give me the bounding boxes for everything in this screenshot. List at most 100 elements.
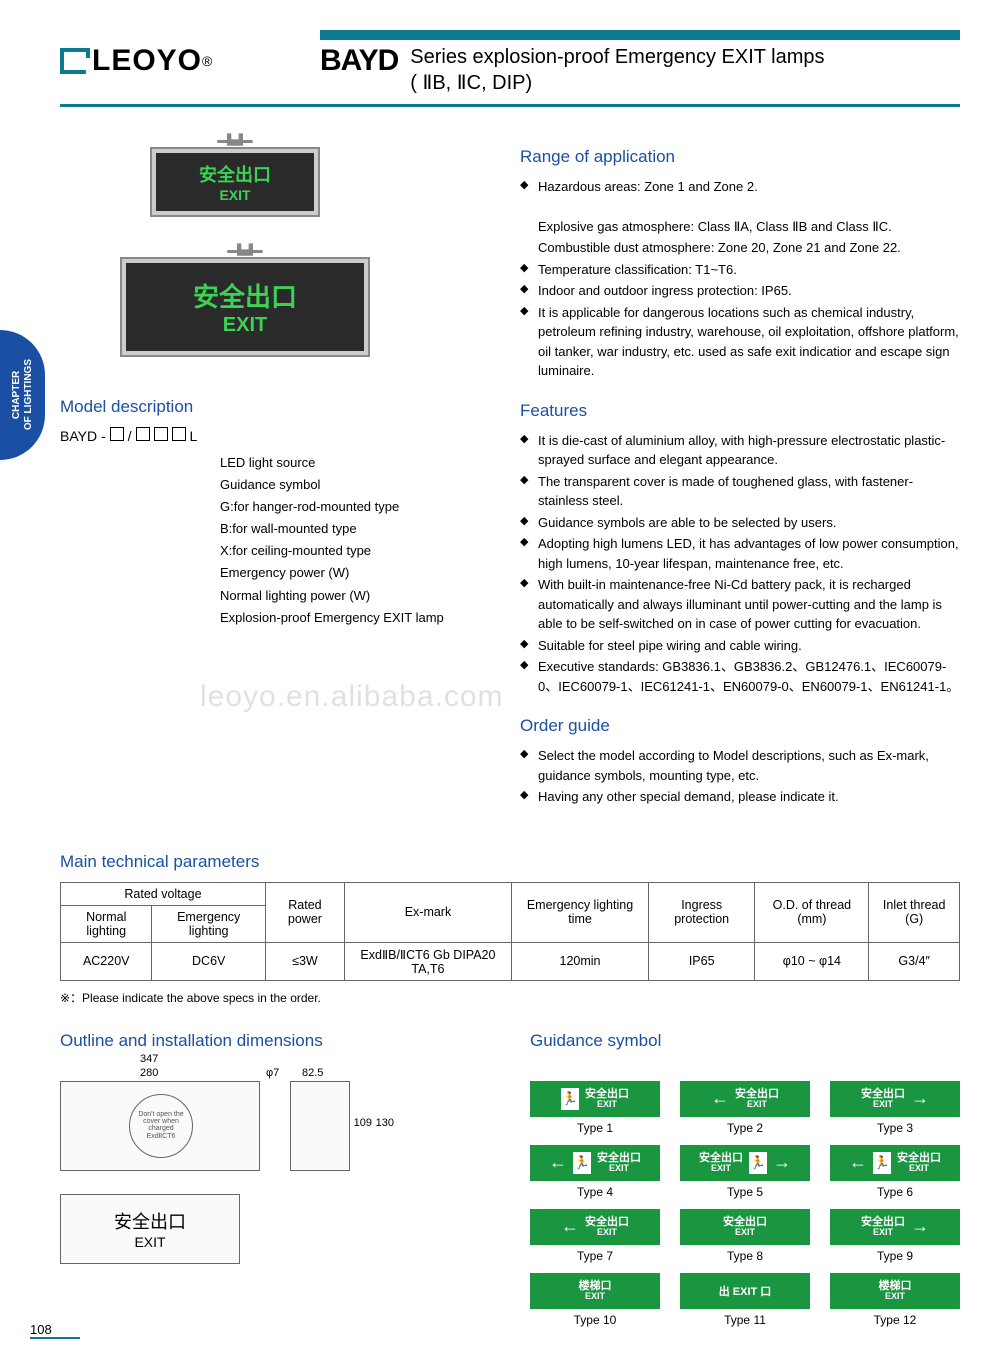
guidance-type-label: Type 6 [830, 1185, 960, 1199]
guidance-sign: ←🏃安全出口EXIT [830, 1145, 960, 1181]
guidance-sign: 🏃安全出口EXIT [530, 1081, 660, 1117]
guidance-item: 楼梯口EXIT Type 10 [530, 1273, 660, 1327]
guidance-type-label: Type 2 [680, 1121, 810, 1135]
range-list: Hazardous areas: Zone 1 and Zone 2. [520, 177, 960, 197]
order-guide-list: Select the model according to Model desc… [520, 746, 960, 807]
product-photo-large: ▬▙▟▬ 安全出口 EXIT [120, 257, 370, 357]
th-emergency: Emergency lighting [152, 905, 266, 942]
guidance-type-label: Type 8 [680, 1249, 810, 1263]
feature-item: Suitable for steel pipe wiring and cable… [520, 636, 960, 656]
guidance-grid: 🏃安全出口EXITType 1←安全出口EXITType 2安全出口EXIT→T… [530, 1081, 960, 1327]
model-label: B:for wall-mounted type [220, 518, 490, 540]
model-label: G:for hanger-rod-mounted type [220, 496, 490, 518]
range-title: Range of application [520, 147, 960, 167]
features-list: It is die-cast of aluminium alloy, with … [520, 431, 960, 697]
page-number: 108 [30, 1322, 80, 1339]
drawing-sign-face: 安全出口 EXIT [60, 1194, 240, 1264]
feature-item: With built-in maintenance-free Ni-Cd bat… [520, 575, 960, 634]
logo-mark-icon [60, 48, 86, 74]
order-item: Having any other special demand, please … [520, 787, 960, 807]
th-inlet: Inlet thread (G) [869, 882, 960, 942]
guidance-item: 楼梯口EXIT Type 12 [830, 1273, 960, 1327]
model-label: Emergency power (W) [220, 562, 490, 584]
feature-item: Guidance symbols are able to be selected… [520, 513, 960, 533]
model-label: Guidance symbol [220, 474, 490, 496]
params-note: ※：Please indicate the above specs in the… [60, 989, 960, 1006]
guidance-item: ←安全出口EXIT Type 2 [680, 1081, 810, 1135]
th-rated-power: Rated power [265, 882, 344, 942]
chapter-side-tab: CHAPTEROF LIGHTINGS [0, 330, 45, 460]
model-label: X:for ceiling-mounted type [220, 540, 490, 562]
table-row: AC220V DC6V ≤3W ExdⅡB/ⅡCT6 Gb DIPA20 TA,… [61, 942, 960, 980]
page-header: LEOYO® BAYD Series explosion-proof Emerg… [60, 44, 960, 107]
order-item: Select the model according to Model desc… [520, 746, 960, 785]
guidance-type-label: Type 3 [830, 1121, 960, 1135]
series-code: BAYD [320, 44, 398, 78]
guidance-item: 出 EXIT 口 Type 11 [680, 1273, 810, 1327]
guidance-sign: 安全出口EXIT🏃→ [680, 1145, 810, 1181]
range-item: Hazardous areas: Zone 1 and Zone 2. [520, 177, 960, 197]
guidance-title: Guidance symbol [530, 1031, 960, 1051]
guidance-type-label: Type 10 [530, 1313, 660, 1327]
guidance-sign: 出 EXIT 口 [680, 1273, 810, 1309]
guidance-item: ←🏃安全出口EXIT Type 4 [530, 1145, 660, 1199]
range-list2: Temperature classification: T1~T6. Indoo… [520, 260, 960, 381]
guidance-item: 🏃安全出口EXIT Type 1 [530, 1081, 660, 1135]
brand-name: LEOYO [92, 44, 202, 78]
guidance-item: ←安全出口EXIT Type 7 [530, 1209, 660, 1263]
model-desc-title: Model description [60, 397, 490, 417]
range-sub: Combustible dust atmosphere: Zone 20, Zo… [520, 238, 960, 258]
params-section: Main technical parameters Rated voltage … [60, 852, 960, 1006]
guidance-type-label: Type 1 [530, 1121, 660, 1135]
range-item: It is applicable for dangerous locations… [520, 303, 960, 381]
model-code-labels: LED light source Guidance symbol G:for h… [220, 452, 490, 629]
watermark: leoyo.en.alibaba.com [200, 680, 504, 714]
guidance-item: ←🏃安全出口EXIT Type 6 [830, 1145, 960, 1199]
order-guide-title: Order guide [520, 716, 960, 736]
guidance-item: 安全出口EXIT🏃→ Type 5 [680, 1145, 810, 1199]
feature-item: It is die-cast of aluminium alloy, with … [520, 431, 960, 470]
guidance-type-label: Type 9 [830, 1249, 960, 1263]
model-label: LED light source [220, 452, 490, 474]
th-rated-voltage: Rated voltage [61, 882, 266, 905]
th-ingress: Ingress protection [649, 882, 755, 942]
range-item: Temperature classification: T1~T6. [520, 260, 960, 280]
range-item: Indoor and outdoor ingress protection: I… [520, 281, 960, 301]
outline-drawing: 347 280 Don't open the cover when charge… [60, 1081, 500, 1264]
range-sub: Explosive gas atmosphere: Class ⅡA, Clas… [520, 217, 960, 237]
guidance-type-label: Type 5 [680, 1185, 810, 1199]
guidance-type-label: Type 11 [680, 1313, 810, 1327]
guidance-sign: 安全出口EXIT [680, 1209, 810, 1245]
th-ex-mark: Ex-mark [344, 882, 511, 942]
guidance-item: 安全出口EXIT Type 8 [680, 1209, 810, 1263]
guidance-item: 安全出口EXIT→Type 3 [830, 1081, 960, 1135]
feature-item: Executive standards: GB3836.1、GB3836.2、G… [520, 657, 960, 696]
model-label: Explosion-proof Emergency EXIT lamp [220, 607, 490, 629]
th-normal: Normal lighting [61, 905, 152, 942]
title-text: Series explosion-proof Emergency EXIT la… [410, 44, 824, 96]
guidance-sign: 楼梯口EXIT [830, 1273, 960, 1309]
model-label: Normal lighting power (W) [220, 585, 490, 607]
product-photo-small: ▬▙▟▬ 安全出口 EXIT [150, 147, 320, 217]
guidance-type-label: Type 12 [830, 1313, 960, 1327]
guidance-sign: ←安全出口EXIT [530, 1209, 660, 1245]
brand-logo: LEOYO® [60, 44, 320, 78]
model-description-section: Model description BAYD - / L LED light s… [60, 397, 490, 629]
feature-item: The transparent cover is made of toughen… [520, 472, 960, 511]
guidance-sign: 安全出口EXIT→ [830, 1209, 960, 1245]
features-title: Features [520, 401, 960, 421]
drawing-side-view [290, 1081, 350, 1171]
guidance-type-label: Type 7 [530, 1249, 660, 1263]
outline-title: Outline and installation dimensions [60, 1031, 500, 1051]
guidance-sign: ←🏃安全出口EXIT [530, 1145, 660, 1181]
drawing-front-view: Don't open the cover when charged ExdⅡCT… [60, 1081, 260, 1171]
params-table: Rated voltage Rated power Ex-mark Emerge… [60, 882, 960, 981]
guidance-type-label: Type 4 [530, 1185, 660, 1199]
guidance-item: 安全出口EXIT→ Type 9 [830, 1209, 960, 1263]
feature-item: Adopting high lumens LED, it has advanta… [520, 534, 960, 573]
title-block: BAYD Series explosion-proof Emergency EX… [320, 44, 825, 96]
guidance-sign: ←安全出口EXIT [680, 1081, 810, 1117]
header-accent-bar [320, 30, 960, 40]
guidance-sign: 楼梯口EXIT [530, 1273, 660, 1309]
model-code-pattern: BAYD - / L [60, 427, 490, 444]
